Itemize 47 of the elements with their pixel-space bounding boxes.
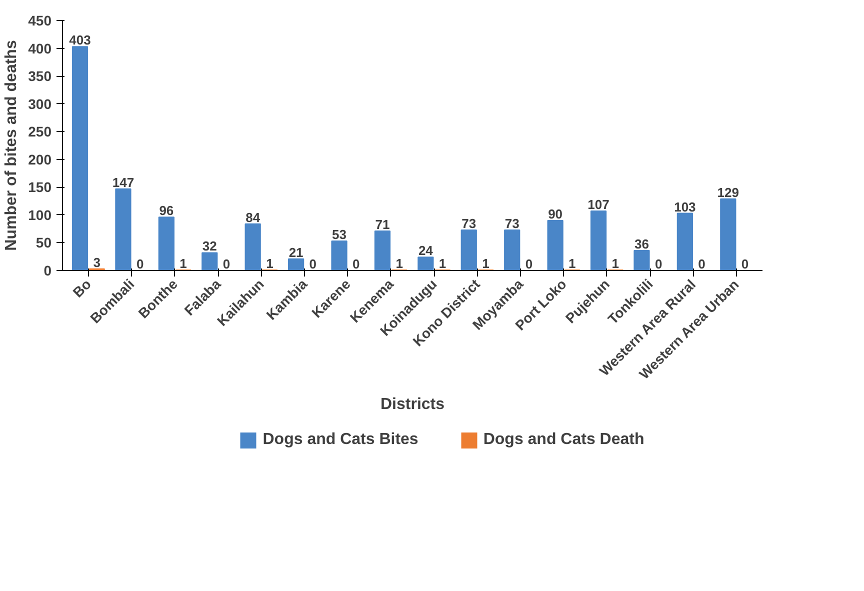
x-tick-label: Bo: [70, 276, 94, 300]
data-label: 1: [482, 256, 490, 271]
y-tick-label: 50: [36, 234, 52, 251]
data-label: 32: [202, 238, 217, 254]
data-label: 147: [112, 174, 134, 190]
data-label: 1: [612, 256, 619, 271]
data-label: 3: [93, 254, 100, 270]
y-tick-label: 300: [28, 96, 52, 112]
data-label: 0: [136, 256, 144, 272]
data-label: 0: [222, 256, 230, 272]
data-label: 36: [634, 236, 649, 252]
legend-label: Dogs and Cats Death: [483, 431, 644, 449]
data-label: 0: [525, 256, 533, 272]
y-tick-label: 250: [28, 124, 52, 140]
data-label: 24: [418, 243, 434, 258]
data-label: 1: [266, 256, 274, 271]
data-label: 0: [309, 256, 317, 272]
x-axis-title: Districts: [380, 396, 445, 413]
data-label: 0: [741, 256, 749, 272]
y-tick-label: 150: [28, 179, 52, 196]
data-label: 129: [717, 184, 740, 200]
data-label: 107: [588, 197, 610, 212]
data-label: 1: [180, 256, 187, 271]
data-label: 1: [438, 256, 446, 271]
data-label: 0: [698, 256, 706, 272]
data-label: 21: [288, 244, 304, 260]
y-tick-label: 100: [28, 206, 52, 223]
y-axis-title: Number of bites and deaths: [3, 40, 20, 251]
data-label: 1: [568, 256, 576, 271]
y-tick-label: 350: [28, 68, 52, 84]
y-tick-label: 450: [28, 12, 52, 28]
y-tick-label: 400: [28, 40, 52, 56]
data-label: 403: [69, 32, 91, 48]
data-label: 96: [159, 203, 174, 218]
y-tick-label: 200: [28, 151, 52, 168]
data-label: 0: [352, 256, 360, 272]
data-label: 103: [674, 199, 696, 214]
data-label: 1: [396, 256, 403, 271]
y-tick-label: 0: [44, 262, 52, 278]
data-label: 53: [332, 227, 346, 242]
data-label: 90: [548, 206, 563, 222]
data-label: 73: [504, 216, 520, 231]
data-label: 84: [246, 210, 261, 225]
data-label: 71: [375, 217, 390, 232]
legend-label: Dogs and Cats Bites: [262, 431, 418, 449]
data-label: 73: [462, 216, 476, 231]
data-label: 0: [654, 256, 662, 272]
